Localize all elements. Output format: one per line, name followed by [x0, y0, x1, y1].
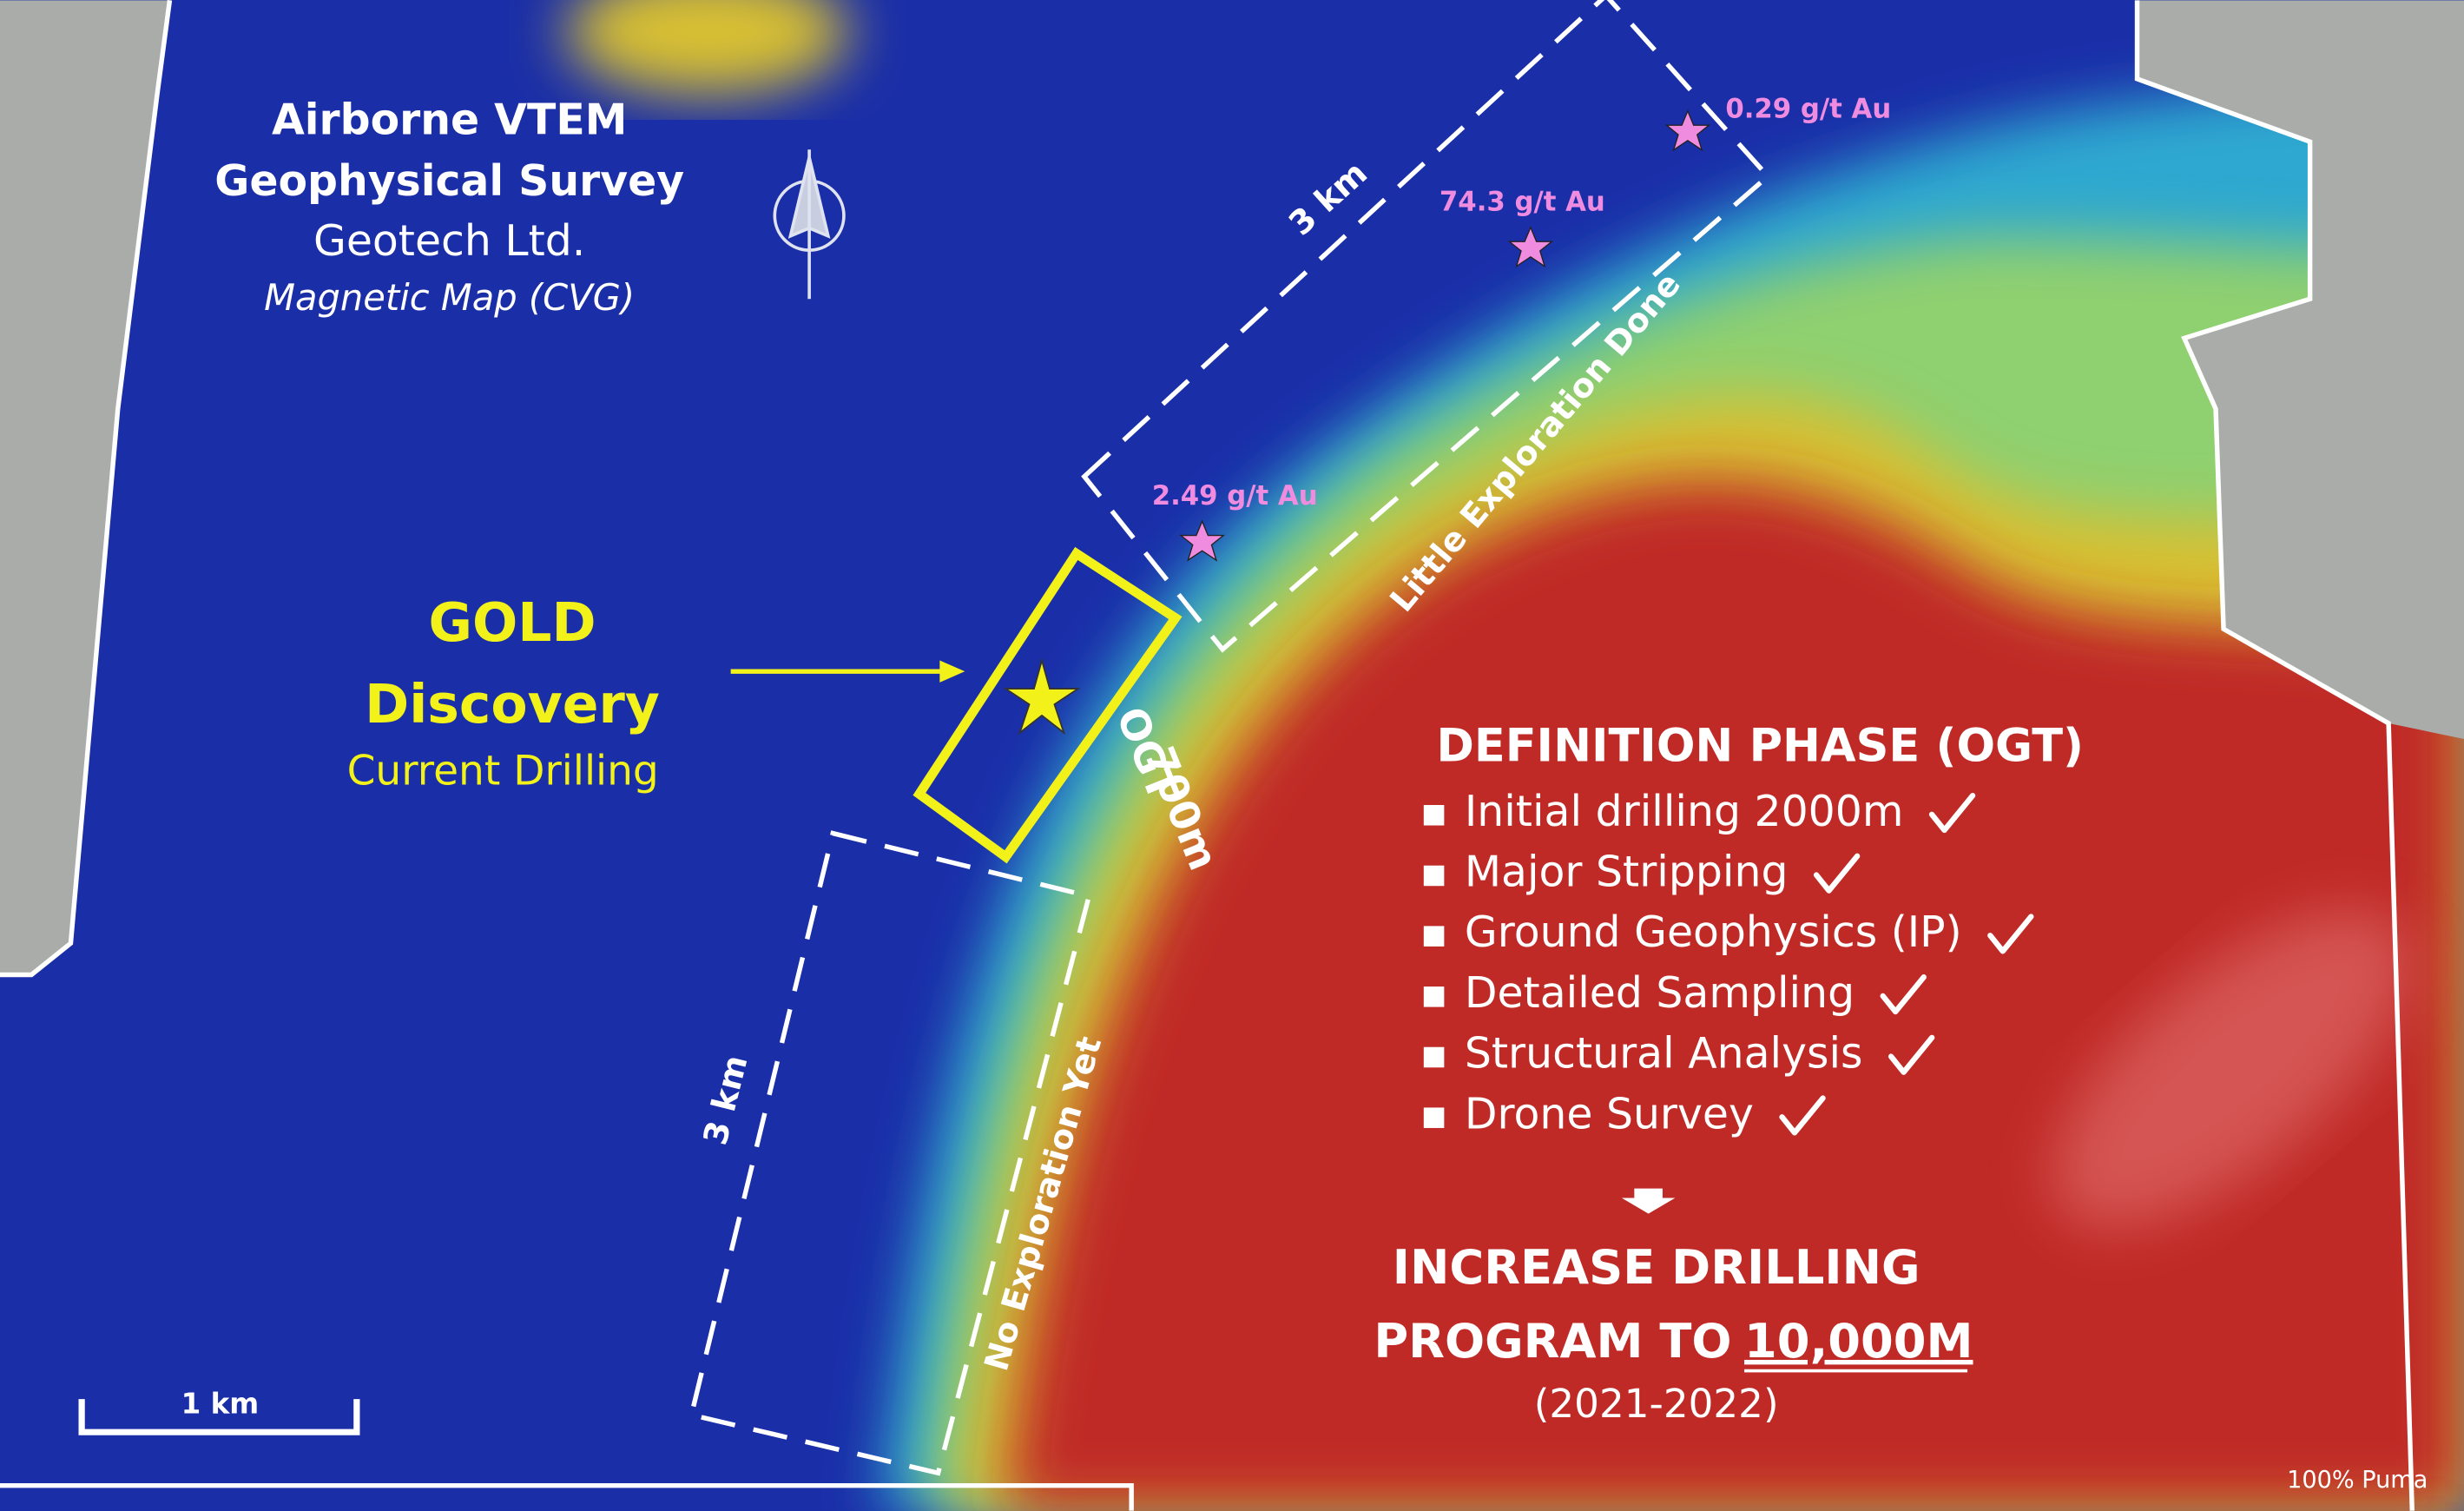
survey-company: Geotech Ltd. — [313, 216, 585, 266]
survey-title: Airborne VTEM — [272, 95, 627, 144]
plan-line: PROGRAM TO — [1374, 1314, 1731, 1369]
phase-items: Initial drilling 2000m Major Stripping Gro… — [1423, 787, 2034, 1138]
plan-target: 10,000M — [1744, 1314, 1973, 1369]
discovery-subtitle: Current Drilling — [347, 747, 659, 795]
target-box — [912, 546, 1183, 864]
survey-map-type: Magnetic Map (CVG) — [264, 276, 635, 319]
gold-star — [1003, 657, 1081, 736]
bullet — [1423, 805, 1445, 826]
discovery-title: Discovery — [365, 673, 660, 736]
discovery-title: GOLD — [429, 591, 596, 654]
sample-stars — [1179, 109, 1711, 562]
check — [1888, 1034, 1935, 1075]
check — [1928, 792, 1976, 834]
bullet — [1423, 865, 1445, 887]
phase-item: Drone Survey — [1465, 1089, 1754, 1138]
check — [1779, 1095, 1826, 1136]
phase-title: DEFINITION PHASE (OGT) — [1436, 719, 2084, 772]
phase-item: Ground Geophysics (IP) — [1465, 907, 1962, 957]
phase-item: Detailed Sampling — [1465, 968, 1855, 1018]
check — [1880, 974, 1927, 1015]
phase-item: Initial drilling 2000m — [1465, 787, 1904, 836]
discovery-arrow — [730, 660, 965, 683]
phase-item: Major Stripping — [1465, 848, 1789, 897]
ownership: 100% Puma — [2287, 1467, 2428, 1494]
phase-item: Structural Analysis — [1465, 1029, 1863, 1079]
sample-label: 2.49 g/t Au — [1152, 480, 1318, 511]
survey-title: Geophysical Survey — [214, 156, 684, 206]
plan-years: (2021-2022) — [1534, 1381, 1779, 1427]
north-arrow — [773, 149, 846, 300]
bullet — [1423, 926, 1445, 947]
scale-label: 1 km — [181, 1387, 260, 1420]
sample-label: 0.29 g/t Au — [1725, 94, 1891, 125]
check — [1987, 914, 2034, 954]
zone-box — [688, 830, 1092, 1476]
bullet — [1423, 1107, 1445, 1128]
bullet — [1423, 1046, 1445, 1068]
check — [1813, 853, 1861, 894]
down-arrow — [1621, 1188, 1676, 1214]
bullet — [1423, 986, 1445, 1007]
sample-label: 74.3 g/t Au — [1440, 186, 1605, 217]
plan-line: INCREASE DRILLING — [1393, 1240, 1920, 1295]
scale-bar — [78, 1399, 360, 1435]
